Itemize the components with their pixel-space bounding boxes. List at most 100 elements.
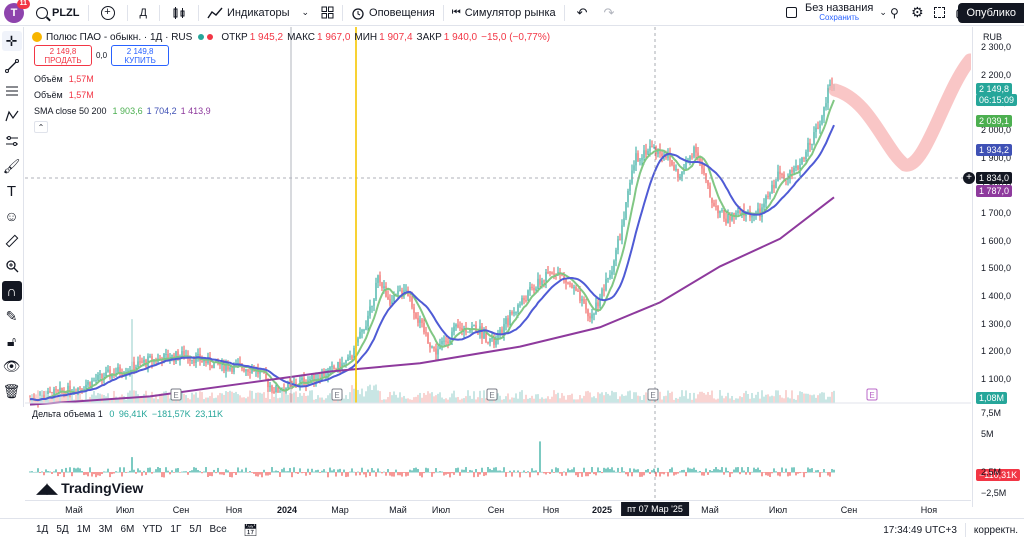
alerts-button[interactable]: Оповещения (345, 0, 441, 26)
time-axis[interactable]: Май Июл Сен Ноя 2024 Мар Май Июл Сен Ноя 2025 Май Ию… (25, 500, 971, 518)
layouts-button[interactable] (315, 0, 340, 26)
candle-body (515, 312, 517, 314)
price-scale[interactable]: RUB 2 300,02 200,02 100,02 000,01 900,01… (972, 27, 1024, 507)
volume-bar (391, 395, 393, 403)
volume-delta-bar (567, 468, 569, 473)
candle-body (811, 143, 813, 145)
tradingview-logo[interactable]: ◢◣ TradingView (36, 479, 143, 497)
indicators-dropdown[interactable]: ⌄ (295, 0, 315, 26)
volume-indicator-row[interactable]: Объём 1,57M (34, 71, 211, 87)
range-button[interactable]: YTD (142, 524, 163, 535)
time-tick: Май (389, 505, 407, 515)
volume-delta-bar (411, 470, 413, 473)
collapse-legend-button[interactable]: ⌃ (34, 121, 48, 133)
volume-bar (215, 397, 217, 403)
candle-body (453, 326, 455, 332)
volume-delta-bar (271, 467, 273, 473)
volume-bar (639, 396, 641, 403)
date-range-calendar-icon[interactable]: 📅︎ (242, 522, 258, 537)
volume-bar (209, 396, 211, 403)
stay-drawing-tool-icon[interactable]: ✎ (5, 307, 18, 324)
forecast-tool-icon[interactable] (2, 131, 22, 151)
volume-bar (669, 393, 671, 403)
trash-tool-icon[interactable]: 🗑︎ (2, 382, 21, 399)
chart-type-button[interactable] (162, 0, 196, 26)
settings-button[interactable]: ⚙ (905, 0, 930, 26)
candle-body (825, 103, 827, 108)
indicators-button[interactable]: Индикаторы (201, 0, 296, 26)
range-button[interactable]: 5Д (56, 524, 69, 535)
crosshair-price-label: 1 834,0 (976, 172, 1013, 184)
candle-body (723, 210, 725, 219)
candle-body (647, 150, 649, 155)
volume-delta-bar (207, 472, 209, 477)
volume-bar (219, 392, 221, 403)
eye-tool-icon[interactable]: 👁︎ (2, 357, 21, 374)
volume-delta-bar (453, 472, 455, 475)
volume-delta-bar (257, 472, 259, 477)
candle-body (467, 331, 469, 333)
open-value: 1 945,2 (249, 31, 284, 43)
adjust-button[interactable]: корректн. (973, 524, 1018, 536)
volume-bar (351, 385, 353, 403)
volume-delta-bar (501, 471, 503, 473)
candle-body (601, 289, 603, 300)
fib-retracement-tool-icon[interactable] (2, 81, 22, 101)
undo-button[interactable]: ↶ (567, 0, 598, 26)
publish-button[interactable]: Опублико (958, 3, 1024, 23)
volume-bar (785, 390, 787, 403)
volume-delta-bar (819, 472, 821, 478)
range-button[interactable]: 5Л (189, 524, 202, 535)
range-button[interactable]: 1Д (36, 524, 49, 535)
volume-delta-bar (349, 471, 351, 473)
fullscreen-button[interactable] (928, 0, 951, 26)
candle-body (735, 213, 737, 218)
symbol-search[interactable]: PLZL (30, 0, 86, 26)
zoom-in-tool-icon[interactable] (2, 256, 22, 276)
text-tool-icon[interactable]: T (6, 182, 17, 200)
sma-long-value: 1 413,9 (180, 106, 211, 116)
lock-tool-icon[interactable]: 🔓︎ (6, 332, 17, 349)
volume-indicator-row[interactable]: Объём 1,57M (34, 87, 211, 103)
volume-bar (743, 393, 745, 403)
magnet-tool-icon[interactable]: ∩ (1, 281, 22, 301)
volume-delta-bar (687, 467, 689, 473)
sell-button[interactable]: 2 149,8 ПРОДАТЬ (34, 45, 92, 66)
quick-search-button[interactable]: ⚲ (884, 0, 905, 26)
change-value: −15,0 (−0,77%) (481, 31, 551, 43)
range-button[interactable]: 1М (76, 524, 91, 535)
volume-bar (801, 391, 803, 403)
range-button[interactable]: 1Г (170, 524, 182, 535)
volume-delta-bar (615, 471, 617, 473)
add-alert-plus-icon[interactable]: + (963, 172, 975, 184)
pattern-tool-icon[interactable] (2, 106, 22, 126)
layout-menu[interactable]: Без названия Сохранить ⌄ (780, 0, 893, 26)
range-button[interactable]: 6М (120, 524, 135, 535)
volume-delta-bar (823, 469, 825, 473)
volume-bar (359, 394, 361, 403)
currency-label[interactable]: RUB (983, 32, 1003, 42)
clock[interactable]: 17:34:49 UTC+3 (883, 524, 957, 536)
buy-button[interactable]: 2 149,8 КУПИТЬ (111, 45, 170, 66)
range-button[interactable]: Все (209, 524, 227, 535)
dividend-marker (170, 388, 182, 401)
crosshair-tool-icon[interactable]: ✛ (1, 31, 22, 51)
replay-button[interactable]: ⏮ Симулятор рынка (446, 0, 562, 26)
user-avatar[interactable]: T 11 (4, 0, 30, 23)
redo-button[interactable]: ↷ (598, 0, 621, 26)
volume-bar (119, 396, 121, 403)
sma-indicator-row[interactable]: SMA close 50 200 1 903,6 1 704,2 1 413,9 (34, 103, 211, 119)
divider (158, 4, 160, 21)
volume-bar (807, 393, 809, 403)
candle-body (459, 327, 461, 329)
trend-line-tool-icon[interactable] (2, 56, 22, 76)
interval-button[interactable]: Д (130, 0, 157, 26)
brush-tool-icon[interactable]: 🖌 (2, 157, 21, 174)
compare-button[interactable]: + (91, 0, 125, 26)
volume-delta-bar (273, 471, 275, 473)
range-button[interactable]: 3М (98, 524, 113, 535)
candle-body (135, 366, 137, 371)
ruler-tool-icon[interactable] (2, 231, 22, 251)
emoji-tool-icon[interactable]: ☺ (4, 208, 19, 224)
